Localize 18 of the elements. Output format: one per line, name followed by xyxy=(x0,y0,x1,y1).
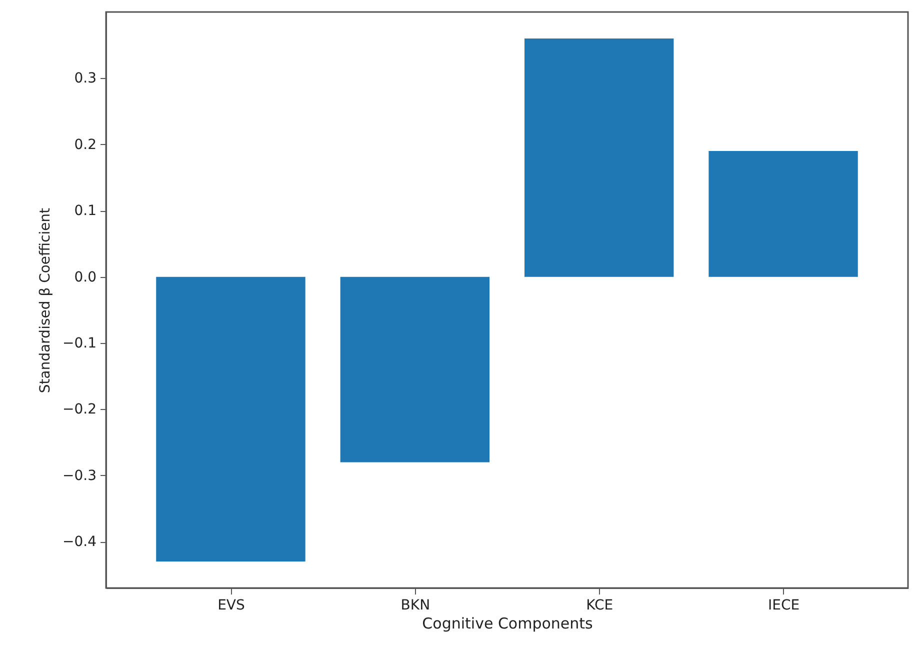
bar xyxy=(524,38,674,277)
x-tick-label: BKN xyxy=(400,598,430,614)
bar xyxy=(156,276,306,562)
bar xyxy=(708,151,858,277)
y-tick-label: 0.2 xyxy=(74,136,96,153)
y-tick-label: 0.0 xyxy=(74,269,96,286)
y-tick-label: 0.3 xyxy=(74,70,96,87)
x-tick-label: EVS xyxy=(218,598,245,614)
x-tick-label: KCE xyxy=(586,598,614,614)
x-tick-label: IECE xyxy=(768,598,800,614)
x-axis-title: Cognitive Components xyxy=(422,614,594,632)
bar xyxy=(340,276,490,462)
y-tick-label: −0.3 xyxy=(62,468,96,484)
y-tick-label: 0.1 xyxy=(74,203,96,220)
y-tick-label: −0.4 xyxy=(62,534,97,550)
y-tick-label: −0.2 xyxy=(62,402,96,418)
y-axis-title: Standardised β Coefficient xyxy=(38,207,54,394)
y-tick-label: −0.1 xyxy=(62,336,96,352)
